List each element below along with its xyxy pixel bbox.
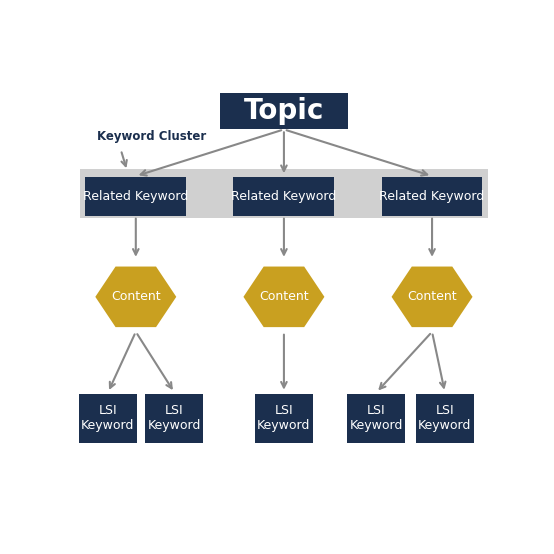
FancyBboxPatch shape xyxy=(347,394,405,443)
Text: LSI
Keyword: LSI Keyword xyxy=(148,404,201,433)
Text: Related Keyword: Related Keyword xyxy=(379,190,485,203)
FancyBboxPatch shape xyxy=(416,394,474,443)
FancyBboxPatch shape xyxy=(85,177,186,216)
FancyBboxPatch shape xyxy=(79,394,137,443)
Text: LSI
Keyword: LSI Keyword xyxy=(350,404,403,433)
Text: LSI
Keyword: LSI Keyword xyxy=(81,404,135,433)
Polygon shape xyxy=(243,266,325,327)
FancyBboxPatch shape xyxy=(146,394,203,443)
Polygon shape xyxy=(95,266,176,327)
Text: Keyword Cluster: Keyword Cluster xyxy=(97,130,207,143)
FancyBboxPatch shape xyxy=(255,394,313,443)
Text: LSI
Keyword: LSI Keyword xyxy=(418,404,471,433)
FancyBboxPatch shape xyxy=(233,177,335,216)
Text: LSI
Keyword: LSI Keyword xyxy=(257,404,311,433)
Polygon shape xyxy=(392,266,473,327)
Text: Topic: Topic xyxy=(244,98,324,125)
FancyBboxPatch shape xyxy=(382,177,483,216)
Text: Related Keyword: Related Keyword xyxy=(232,190,336,203)
FancyBboxPatch shape xyxy=(80,169,488,218)
Text: Content: Content xyxy=(111,290,161,304)
FancyBboxPatch shape xyxy=(219,93,348,130)
Text: Content: Content xyxy=(259,290,309,304)
Text: Content: Content xyxy=(407,290,457,304)
Text: Related Keyword: Related Keyword xyxy=(83,190,188,203)
